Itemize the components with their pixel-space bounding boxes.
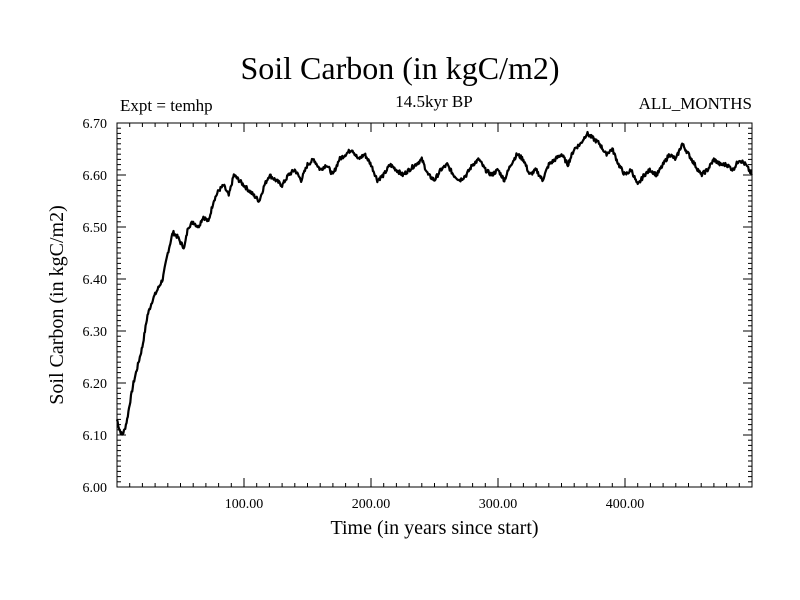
tick-labels: 100.00 200.00 300.00 400.00 6.00 6.10 6.20 6.30… [83,117,645,512]
x-tick-label: 100.00 [225,497,264,512]
y-tick-label: 6.60 [83,169,108,184]
y-axis-title: Soil Carbon (in kgC/m2) [46,205,68,404]
months-label: ALL_MONTHS [638,94,752,113]
minor-ticks [117,123,752,487]
y-tick-label: 6.70 [83,117,108,132]
y-tick-label: 6.50 [83,221,108,236]
x-tick-label: 300.00 [479,497,518,512]
y-tick-label: 6.40 [83,273,108,288]
major-ticks [117,122,752,488]
y-tick-label: 6.20 [83,377,108,392]
x-axis-title: Time (in years since start) [330,517,538,539]
chart-subtitle: 14.5kyr BP [395,92,473,111]
soil-carbon-series-line [115,130,753,436]
y-tick-label: 6.00 [83,481,108,496]
experiment-label: Expt = temhp [120,96,213,115]
x-tick-label: 200.00 [352,497,391,512]
y-tick-label: 6.10 [83,429,108,444]
y-tick-label: 6.30 [83,325,108,340]
chart-title: Soil Carbon (in kgC/m2) [240,50,560,86]
plot-frame [116,122,753,488]
x-tick-label: 400.00 [606,497,645,512]
